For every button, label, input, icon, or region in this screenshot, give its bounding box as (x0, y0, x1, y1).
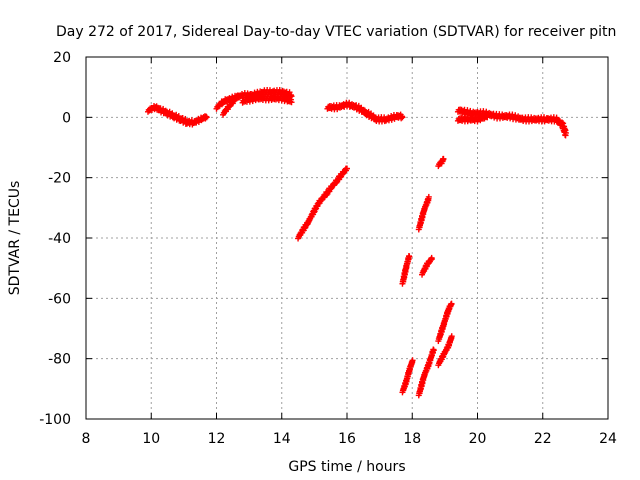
axis-ticks: 8 10 12 14 16 18 20 22 24 20 0 -20 -40 -60 -80 -100 (39, 50, 617, 447)
x-tick-label: 10 (142, 431, 160, 447)
chart-title: Day 272 of 2017, Sidereal Day-to-day VTE… (56, 24, 616, 40)
x-axis-label: GPS time / hours (288, 459, 405, 475)
data-point (562, 132, 569, 139)
y-tick-label: -60 (48, 291, 71, 307)
x-tick-label: 8 (82, 431, 91, 447)
data-point (405, 253, 412, 260)
data-point (399, 114, 406, 121)
y-tick-label: 20 (53, 50, 71, 66)
data-point (448, 301, 455, 308)
data-point (409, 358, 416, 365)
x-tick-label: 22 (534, 431, 552, 447)
data-point (484, 114, 491, 121)
data-point (203, 114, 210, 121)
y-tick-label: 0 (62, 110, 71, 126)
y-tick-label: -80 (48, 352, 71, 368)
data-point (428, 256, 435, 263)
data-point (344, 165, 350, 172)
x-tick-label: 14 (273, 431, 291, 447)
data-points (144, 87, 569, 399)
data-point (288, 99, 295, 106)
y-axis-label: SDTVAR / TECUs (7, 181, 23, 296)
data-point (425, 195, 432, 202)
x-tick-label: 24 (599, 431, 617, 447)
y-tick-label: -100 (39, 412, 71, 428)
data-point (440, 156, 447, 163)
plot-frame (85, 56, 609, 420)
data-point (430, 346, 437, 353)
y-tick-label: -40 (48, 231, 71, 247)
x-tick-label: 12 (208, 431, 226, 447)
x-tick-label: 18 (403, 431, 421, 447)
x-tick-label: 20 (469, 431, 487, 447)
x-tick-label: 16 (338, 431, 356, 447)
data-point (448, 334, 455, 341)
y-tick-label: -20 (48, 171, 71, 187)
